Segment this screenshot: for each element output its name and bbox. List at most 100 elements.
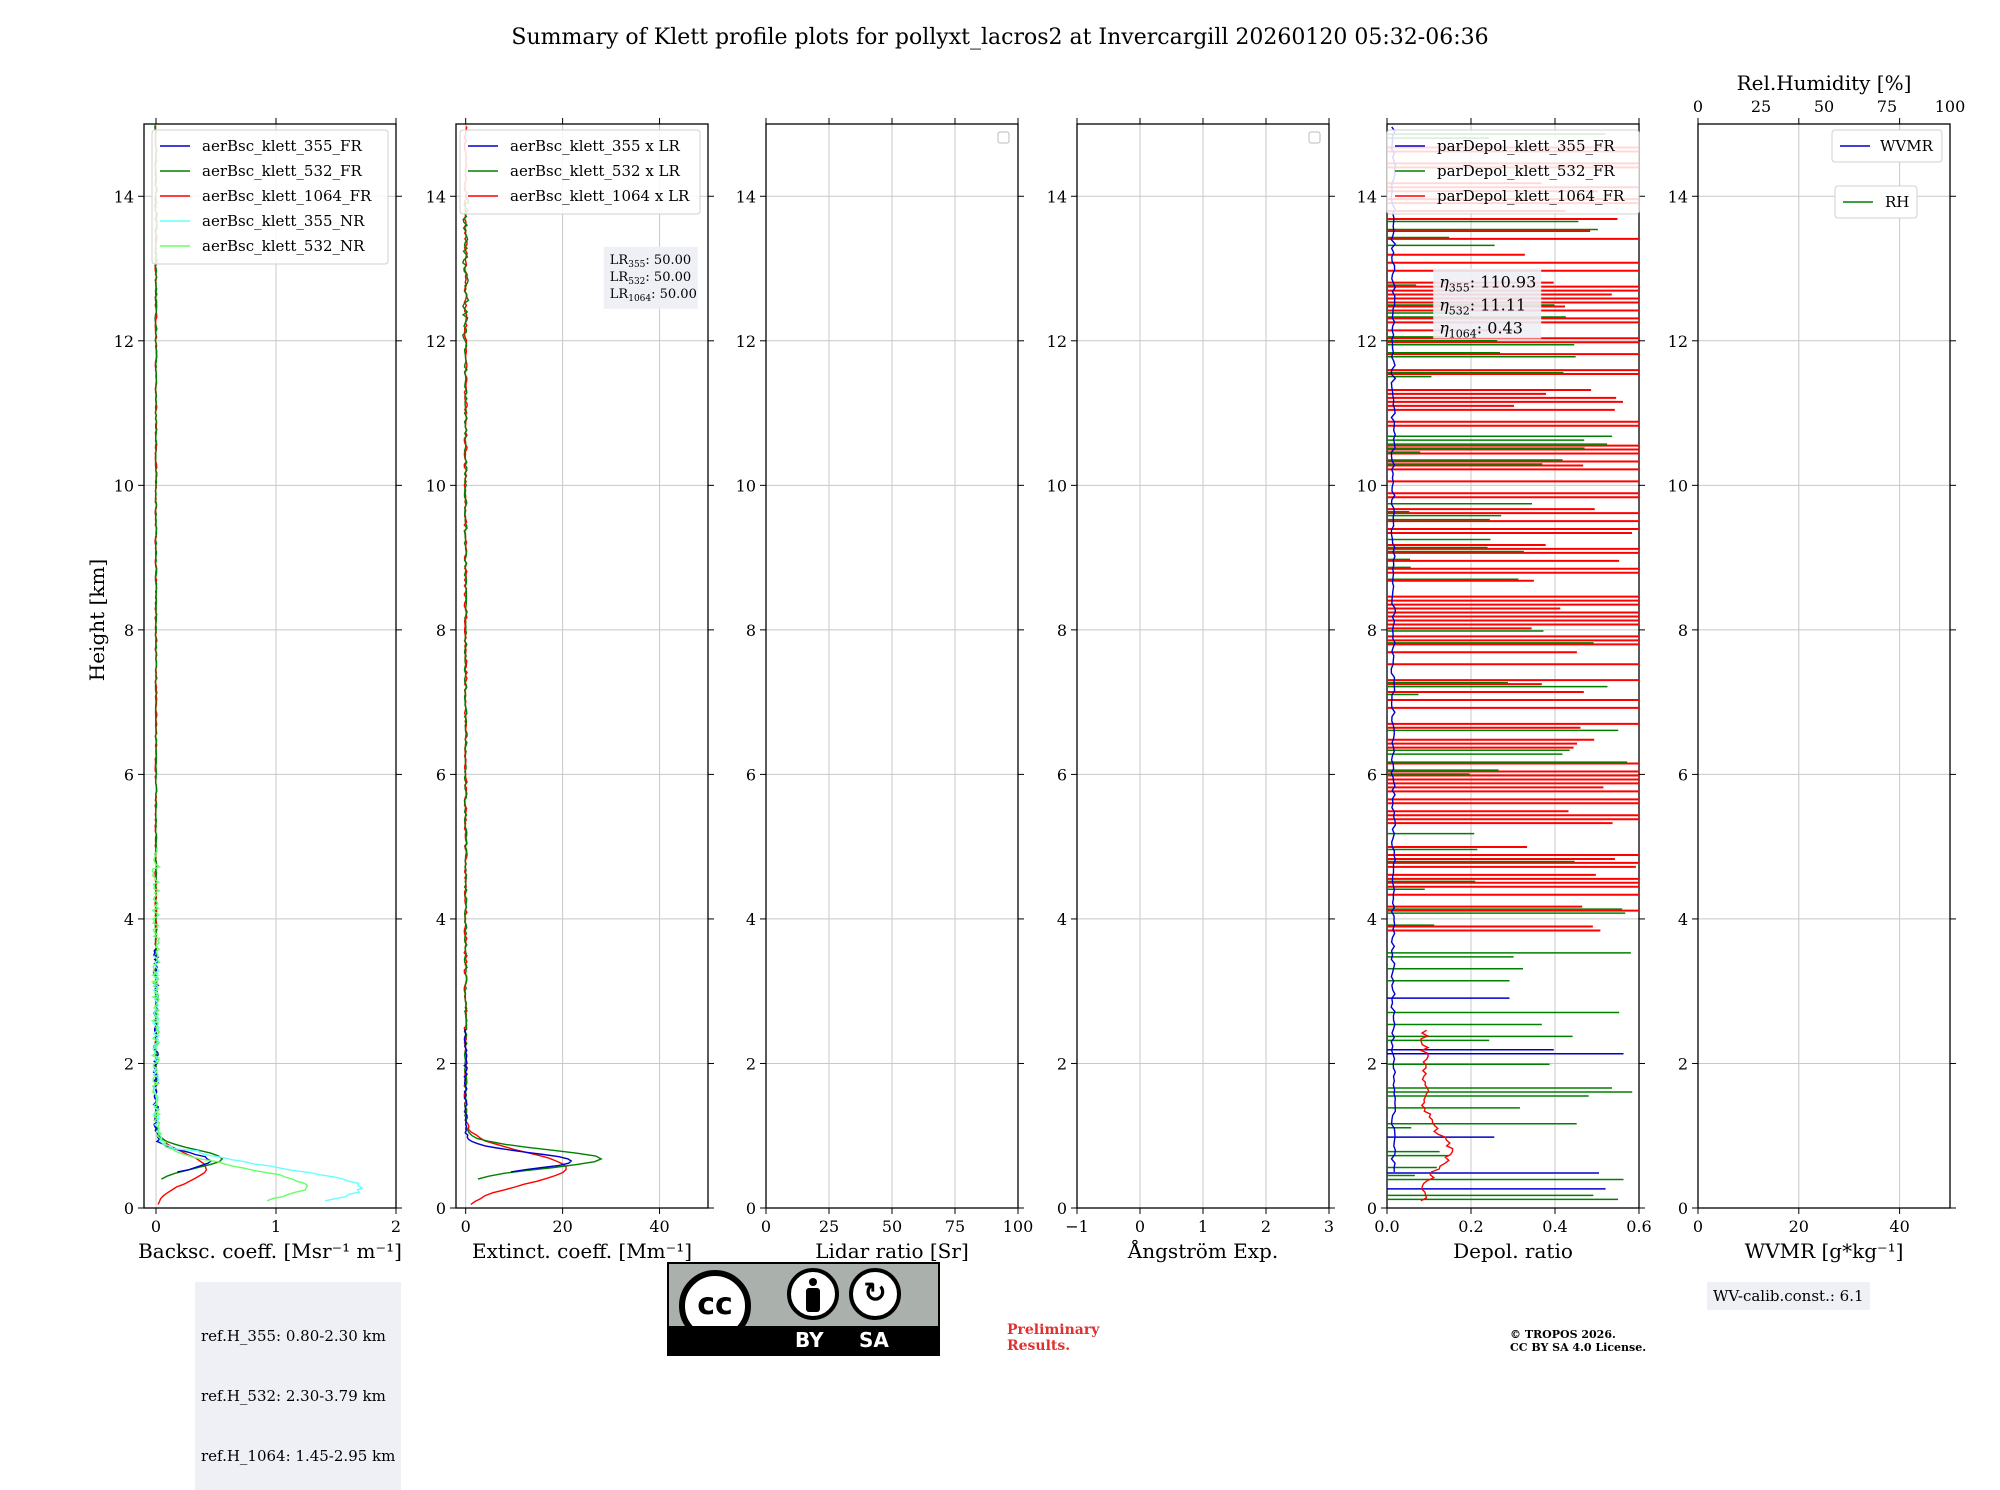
legend-wvmr: WVMR <box>1831 129 1943 163</box>
ytick-label-lidar_ratio-7: 14 <box>736 187 756 206</box>
line-bsc-1064-fr <box>154 126 208 1205</box>
legend-box-extinction <box>459 129 701 215</box>
line-depol-355 <box>1390 126 1397 1172</box>
ytick-label-depol-2: 4 <box>1367 910 1377 929</box>
legend-label-backscatter-3: aerBsc_klett_355_NR <box>202 212 365 230</box>
ytick-label-wvmr-4: 8 <box>1678 621 1688 640</box>
ytick-label-angstrom-5: 10 <box>1047 476 1067 495</box>
by-label: BY <box>795 1328 824 1352</box>
ref-h-1064: ref.H_1064: 1.45-2.95 km <box>201 1447 396 1465</box>
line-ext-355 <box>463 1028 573 1173</box>
panel-extinction: 0 2 4 6 8 10 12 14 0 20 40 Extinct. coeff. [Mm⁻¹] ae… <box>426 118 714 1263</box>
series-extinction <box>461 126 603 1205</box>
xtick-label-backscatter-2: 2 <box>391 1217 401 1236</box>
figure-title: Summary of Klett profile plots for polly… <box>511 25 1488 50</box>
rh-tick-label-0: 0 <box>1693 97 1703 116</box>
xlabel-lidar_ratio: Lidar ratio [Sr] <box>815 1239 969 1263</box>
line-bsc-532-nr <box>150 847 309 1202</box>
legend-label-extinction-1: aerBsc_klett_532 x LR <box>510 162 681 180</box>
ytick-label-extinction-5: 10 <box>426 476 446 495</box>
xtick-label-extinction-2: 40 <box>649 1217 669 1236</box>
xtick-label-angstrom-4: 3 <box>1324 1217 1334 1236</box>
ytick-label-depol-5: 10 <box>1357 476 1377 495</box>
ytick-label-backscatter-5: 10 <box>114 476 134 495</box>
legend-wvmr-label: WVMR <box>1880 137 1934 155</box>
lr-annotation-line-1: LR532: 50.00 <box>610 270 691 287</box>
lr-annotation-box <box>603 246 698 309</box>
ytick-label-wvmr-3: 6 <box>1678 765 1688 784</box>
legend-rh-label: RH <box>1885 193 1909 211</box>
ytick-label-backscatter-7: 14 <box>114 187 134 206</box>
legend-label-depol-1: parDepol_klett_532_FR <box>1437 162 1615 180</box>
xtick-label-depol-2: 0.4 <box>1542 1217 1567 1236</box>
legend-box-backscatter <box>151 129 389 265</box>
y-axis-label: Height [km] <box>85 559 109 681</box>
ytick-label-angstrom-2: 4 <box>1057 910 1067 929</box>
ytick-label-lidar_ratio-5: 10 <box>736 476 756 495</box>
ytick-label-lidar_ratio-1: 2 <box>746 1054 756 1073</box>
rh-tick-label-2: 50 <box>1814 97 1834 116</box>
xtick-label-lidar_ratio-1: 25 <box>819 1217 839 1236</box>
axes-frame-wvmr <box>1697 123 1951 1209</box>
cc-bottom-bar <box>669 1326 938 1354</box>
xtick-label-angstrom-2: 1 <box>1198 1217 1208 1236</box>
legend-label-backscatter-0: aerBsc_klett_355_FR <box>202 137 362 155</box>
line-depol-1064 <box>1419 1029 1454 1202</box>
wv-calib-box: WV-calib.const.: 6.1 <box>1707 1282 1870 1310</box>
ytick-label-extinction-6: 12 <box>426 332 446 351</box>
ytick-label-depol-3: 6 <box>1367 765 1377 784</box>
rh-tick-label-1: 25 <box>1751 97 1771 116</box>
preliminary-line-2: Results. <box>1007 1338 1071 1354</box>
xtick-label-lidar_ratio-0: 0 <box>761 1217 771 1236</box>
ytick-label-angstrom-3: 6 <box>1057 765 1067 784</box>
rh-top-axis: 0 25 50 75 100 Rel.Humidity [%] <box>1693 71 1965 116</box>
ytick-label-wvmr-7: 14 <box>1668 187 1688 206</box>
legend-label-extinction-2: aerBsc_klett_1064 x LR <box>510 187 690 205</box>
ytick-label-depol-7: 14 <box>1357 187 1377 206</box>
xtick-label-wvmr-2: 40 <box>1889 1217 1909 1236</box>
legend-label-depol-2: parDepol_klett_1064_FR <box>1437 187 1625 205</box>
ytick-label-extinction-0: 0 <box>436 1199 446 1218</box>
ref-h-532: ref.H_532: 2.30-3.79 km <box>201 1387 386 1405</box>
xtick-label-wvmr-0: 0 <box>1693 1217 1703 1236</box>
ytick-label-lidar_ratio-4: 8 <box>746 621 756 640</box>
lr-annotation-line-2: LR1064: 50.00 <box>610 287 697 304</box>
empty-legend-lidar_ratio <box>997 131 1010 144</box>
legend-rh-box <box>1834 185 1918 219</box>
xtick-label-angstrom-0: −1 <box>1065 1217 1089 1236</box>
ytick-label-wvmr-1: 2 <box>1678 1054 1688 1073</box>
xtick-label-depol-0: 0.0 <box>1374 1217 1399 1236</box>
rh-axis-label: Rel.Humidity [%] <box>1737 71 1912 95</box>
ytick-label-backscatter-4: 8 <box>124 621 134 640</box>
line-bsc-355-nr <box>151 955 364 1202</box>
ref-height-box: ref.H_355: 0.80-2.30 km ref.H_532: 2.30-… <box>195 1282 402 1490</box>
eta-annotation-line-0: η355: 110.93 <box>1439 273 1536 295</box>
xtick-label-wvmr-1: 20 <box>1789 1217 1809 1236</box>
xtick-label-angstrom-3: 2 <box>1261 1217 1271 1236</box>
ytick-label-backscatter-3: 6 <box>124 765 134 784</box>
xtick-label-angstrom-1: 0 <box>1135 1217 1145 1236</box>
ytick-label-lidar_ratio-0: 0 <box>746 1199 756 1218</box>
ytick-label-depol-6: 12 <box>1357 332 1377 351</box>
ytick-label-lidar_ratio-2: 4 <box>746 910 756 929</box>
sa-label: SA <box>859 1328 889 1352</box>
legend-box-depol <box>1386 129 1640 215</box>
ytick-label-angstrom-7: 14 <box>1047 187 1067 206</box>
ytick-label-wvmr-6: 12 <box>1668 332 1688 351</box>
preliminary-note: Preliminary Results. <box>1007 1322 1099 1354</box>
eta-annotation-box <box>1433 268 1542 339</box>
eta-annotation-line-2: η1064: 0.43 <box>1439 319 1523 341</box>
legend-label-backscatter-4: aerBsc_klett_532_NR <box>202 237 365 255</box>
xtick-label-backscatter-1: 1 <box>271 1217 281 1236</box>
by-person-icon <box>787 1268 839 1320</box>
copyright-note: © TROPOS 2026. CC BY SA 4.0 License. <box>1510 1328 1646 1354</box>
xlabel-extinction: Extinct. coeff. [Mm⁻¹] <box>472 1239 692 1263</box>
ytick-label-wvmr-2: 4 <box>1678 910 1688 929</box>
ytick-label-depol-0: 0 <box>1367 1199 1377 1218</box>
xtick-label-lidar_ratio-3: 75 <box>945 1217 965 1236</box>
panel-lidar_ratio: 0 2 4 6 8 10 12 14 0 25 50 75 100 Lidar ratio [Sr] <box>736 118 1033 1263</box>
xlabel-angstrom: Ångström Exp. <box>1127 1238 1278 1263</box>
ytick-label-extinction-3: 6 <box>436 765 446 784</box>
